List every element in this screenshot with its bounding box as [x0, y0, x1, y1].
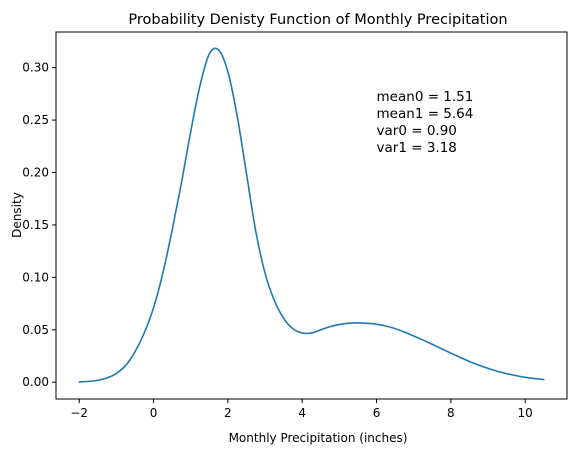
x-tick-label: 2: [224, 406, 232, 420]
y-tick-label: 0.20: [22, 166, 49, 180]
annotation-line: var1 = 3.18: [377, 140, 457, 156]
plot-area: −2 0 2 4 6 8 10 0.00 0.05 0.10 0.15 0.20 0.25 0.30 m…: [22, 31, 568, 420]
y-tick-label: 0.00: [22, 375, 49, 389]
y-tick-label: 0.15: [22, 218, 49, 232]
annotation-line: var0 = 0.90: [377, 123, 457, 139]
x-axis-label: Monthly Precipitation (inches): [229, 431, 408, 445]
y-tick-label: 0.10: [22, 270, 49, 284]
x-tick-label: 8: [447, 406, 455, 420]
x-tick-label: 10: [518, 406, 533, 420]
y-axis-ticks: 0.00 0.05 0.10 0.15 0.20 0.25 0.30: [22, 61, 56, 389]
x-tick-label: 6: [373, 406, 381, 420]
plot-frame: [55, 31, 568, 400]
y-tick-label: 0.25: [22, 113, 49, 127]
x-tick-label: 0: [150, 406, 158, 420]
x-tick-label: 4: [298, 406, 306, 420]
x-tick-label: −2: [70, 406, 88, 420]
y-tick-label: 0.30: [22, 61, 49, 75]
annotation-line: mean1 = 5.64: [377, 106, 474, 122]
y-tick-label: 0.05: [22, 323, 49, 337]
chart-title: Probability Denisty Function of Monthly …: [128, 12, 507, 28]
y-axis-label: Density: [10, 192, 24, 238]
pdf-line: [78, 47, 545, 383]
x-axis-ticks: −2 0 2 4 6 8 10: [70, 399, 533, 420]
annotation-line: mean0 = 1.51: [377, 89, 474, 105]
